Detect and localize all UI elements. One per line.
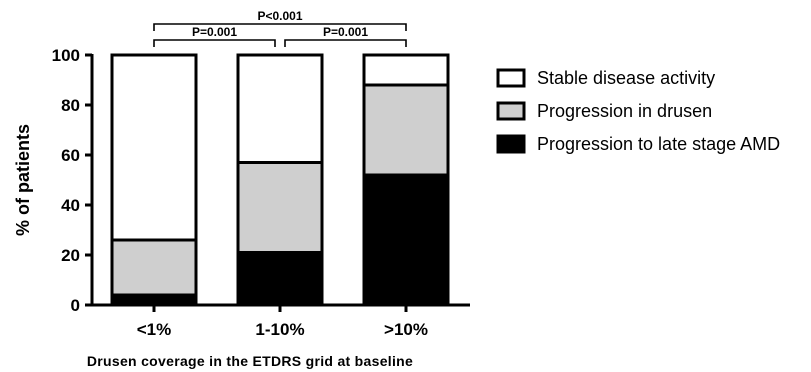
legend-swatch xyxy=(496,134,526,154)
legend-swatch xyxy=(496,101,526,121)
bar-segment xyxy=(236,53,324,164)
legend-label: Stable disease activity xyxy=(537,68,715,88)
bar-segment xyxy=(110,238,198,297)
legend: Stable disease activity Progression in dr… xyxy=(496,68,780,154)
legend-label: Progression to late stage AMD xyxy=(537,134,780,154)
bar-segment xyxy=(236,161,324,254)
legend-swatch xyxy=(496,68,526,88)
x-tick-label: <1% xyxy=(137,320,172,339)
bar-segment xyxy=(110,53,198,242)
significance-bracket xyxy=(153,23,407,31)
bar-segment xyxy=(362,83,450,177)
x-tick-label: >10% xyxy=(384,320,428,339)
bar-segment xyxy=(236,251,324,307)
bar-segment xyxy=(362,173,450,307)
y-tick-label: 0 xyxy=(71,296,80,315)
significance-label: P=0.001 xyxy=(192,25,237,39)
x-tick-label: 1-10% xyxy=(255,320,304,339)
significance-label: P=0.001 xyxy=(323,25,368,39)
significance-brackets: P<0.001 P=0.001 P=0.001 xyxy=(153,9,407,47)
significance-label: P<0.001 xyxy=(257,9,302,23)
y-tick-label: 40 xyxy=(61,196,80,215)
y-axis-label: % of patients xyxy=(13,124,33,236)
y-tick-label: 80 xyxy=(61,96,80,115)
y-tick-label: 100 xyxy=(52,46,80,65)
y-tick-label: 20 xyxy=(61,246,80,265)
significance-bracket xyxy=(153,39,276,47)
bar-segment xyxy=(362,53,450,87)
legend-label: Progression in drusen xyxy=(537,101,712,121)
y-tick-label: 60 xyxy=(61,146,80,165)
significance-bracket xyxy=(284,39,407,47)
bars xyxy=(110,53,450,307)
x-axis-label: Drusen coverage in the ETDRS grid at bas… xyxy=(87,353,413,369)
